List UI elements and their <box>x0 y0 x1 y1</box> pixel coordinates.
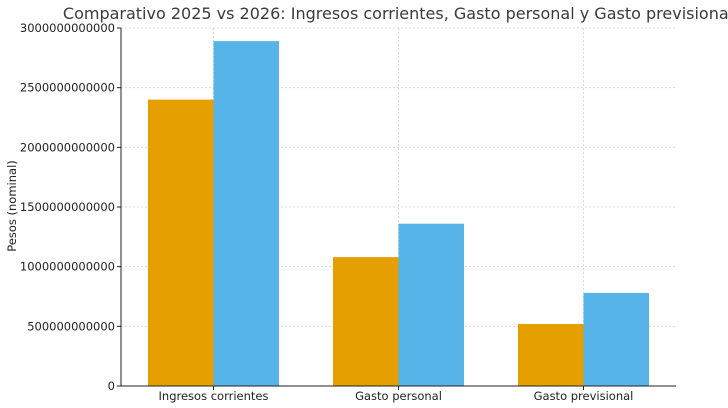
y-tick-label: 3000000000000 <box>20 21 115 35</box>
bar <box>333 257 399 386</box>
bar <box>583 292 649 386</box>
y-tick-labels: 0 500000000000 1000000000000 1500000000000 2… <box>20 21 121 393</box>
chart-title: Comparativo 2025 vs 2026: Ingresos corri… <box>63 4 728 23</box>
y-tick-label: 1000000000000 <box>20 260 115 274</box>
y-tick-label: 1500000000000 <box>20 200 115 214</box>
bar <box>213 41 279 386</box>
x-tick-label: Gasto previsional <box>534 389 634 403</box>
bar <box>518 323 584 386</box>
y-tick-label: 500000000000 <box>27 319 115 333</box>
bars <box>148 41 649 386</box>
x-tick-label: Gasto personal <box>355 389 442 403</box>
y-tick-label: 2000000000000 <box>20 140 115 154</box>
y-tick-label: 2500000000000 <box>20 81 115 95</box>
bar <box>148 99 214 386</box>
y-tick-label: 0 <box>108 379 115 393</box>
y-axis-label: Pesos (nominal) <box>5 160 19 252</box>
x-tick-label: Ingresos corrientes <box>159 389 269 403</box>
bar <box>398 223 464 386</box>
x-tick-labels: Ingresos corrientes Gasto personal Gasto p… <box>159 386 634 403</box>
